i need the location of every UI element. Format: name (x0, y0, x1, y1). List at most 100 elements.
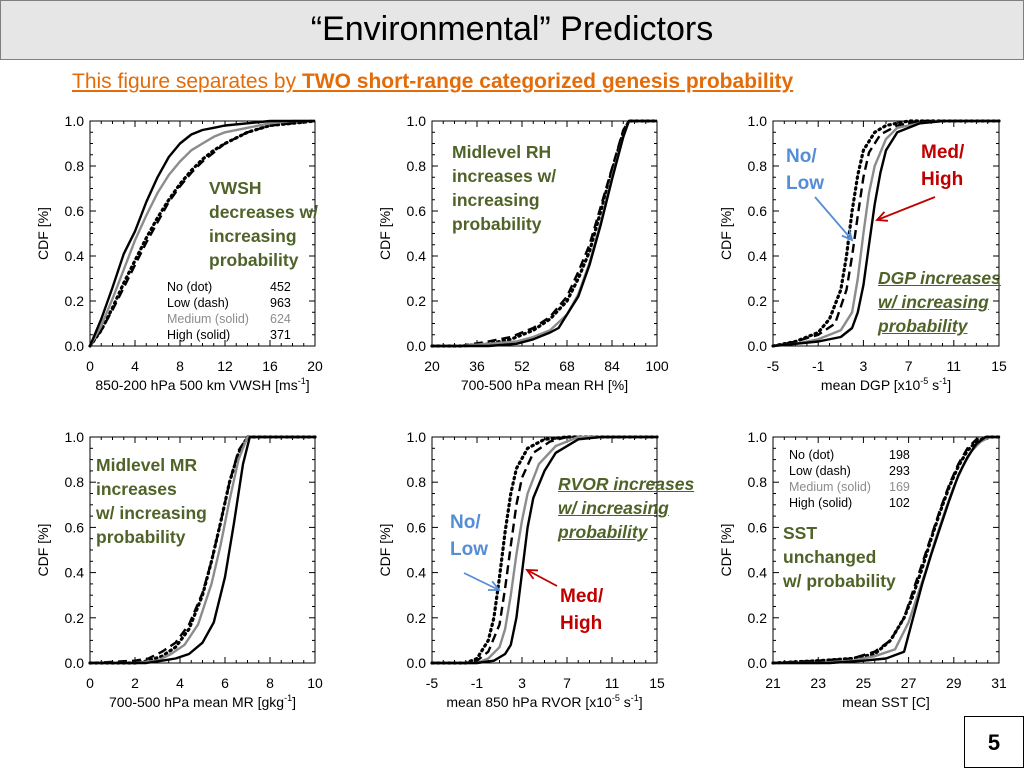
annotation-line: Med/ (921, 142, 965, 163)
x-axis-label-part: mean SST [C] (842, 694, 930, 710)
arrow-rvor-med-high-shaft (526, 569, 558, 587)
y-axis-label: CDF [%] (377, 524, 393, 577)
series-line-dot (88, 119, 317, 348)
series-line-solid (432, 435, 657, 665)
x-tick-label: 16 (262, 358, 278, 374)
annotation-line: High (921, 169, 964, 190)
x-tick-label: 15 (991, 358, 1007, 374)
series-line-solid (773, 435, 999, 665)
x-axis-label-part: ] (306, 377, 310, 393)
chart-panel-4: 0 2 4 6 8 10 0.0 0.2 0.4 0.6 0.8 1.0 CDF [%] 700-500 … (35, 429, 323, 710)
x-tick-label: 12 (217, 358, 233, 374)
series-line-solid (88, 119, 315, 347)
y-tick-label: 1.0 (407, 429, 427, 445)
annotation-rvor-no-low: No/ Low (450, 509, 488, 563)
series-line-dash (432, 119, 657, 348)
x-tick-label: 0 (86, 358, 94, 374)
annotation-line: DGP increases (878, 268, 1001, 288)
x-tick-label: 27 (901, 675, 917, 691)
legend-label: Low (dash) (789, 464, 851, 478)
page-title: “Environmental” Predictors (310, 10, 714, 48)
x-axis-label: 850-200 hPa 500 km VWSH [ms-1] (95, 376, 309, 393)
x-tick-label: -1 (471, 675, 484, 691)
y-tick-label: 0.2 (407, 610, 427, 626)
x-axis-label-part: mean DGP [x10 (821, 377, 921, 393)
y-tick-label: 1.0 (407, 113, 427, 129)
y-tick-label: 0.0 (407, 338, 427, 354)
arrow-dgp-no-low-shaft (814, 196, 853, 241)
legend-label: Low (dash) (167, 296, 229, 310)
chart-panel-1: 0 4 8 12 16 20 0.0 0.2 0.4 0.6 0.8 1.0 CDF [%] 850-20… (35, 113, 323, 393)
x-tick-label: 20 (307, 358, 323, 374)
y-axis-label: CDF [%] (718, 207, 734, 260)
y-axis-label: CDF [%] (377, 207, 393, 260)
x-tick-label: 4 (131, 358, 139, 374)
y-tick-label: 0.4 (748, 565, 768, 581)
x-tick-label: 52 (514, 358, 530, 374)
x-tick-label: 8 (176, 358, 184, 374)
annotation-mr: Midlevel MR increases w/ increasing prob… (96, 453, 207, 549)
y-tick-label: 0.4 (65, 565, 85, 581)
legend-count: 293 (889, 464, 910, 478)
annotation-line: SST (783, 523, 818, 543)
page-number-box: 5 (964, 716, 1024, 768)
y-tick-label: 0.8 (407, 158, 427, 174)
annotation-line: decreases w/ (209, 202, 318, 222)
annotation-line: increases (96, 479, 177, 499)
x-axis-label: 700-500 hPa mean MR [gkg-1] (109, 693, 296, 710)
x-axis-label-part: s (928, 377, 939, 393)
page-number: 5 (987, 730, 1001, 755)
x-axis-label-superscript: -1 (298, 376, 306, 386)
annotation-dgp-no-low: No/ Low (786, 143, 824, 197)
legend-label: High (solid) (167, 328, 230, 342)
annotation-line: No/ (786, 146, 817, 167)
subtitle-emphasis: TWO short-range categorized genesis prob… (301, 70, 794, 93)
legend-count: 169 (889, 480, 910, 494)
series-line-solid (90, 435, 315, 665)
y-tick-label: 0.4 (748, 248, 768, 264)
y-tick-label: 0.2 (65, 610, 85, 626)
y-tick-label: 0.6 (748, 203, 768, 219)
y-tick-label: 0.0 (748, 338, 768, 354)
x-tick-label: 3 (518, 675, 526, 691)
annotation-line: increases w/ (452, 166, 557, 186)
x-tick-label: 25 (856, 675, 872, 691)
legend-label: Medium (solid) (789, 480, 871, 494)
x-tick-label: 10 (307, 675, 323, 691)
y-tick-label: 0.0 (65, 655, 85, 671)
y-tick-label: 0.0 (748, 655, 768, 671)
x-tick-label: 11 (947, 358, 962, 374)
annotation-rvor-med-high: Med/ High (560, 583, 603, 637)
annotation-line: VWSH (209, 178, 262, 198)
annotation-line: unchanged (783, 547, 877, 567)
x-tick-label: 7 (905, 358, 913, 374)
y-tick-label: 0.2 (407, 293, 427, 309)
legend-count: 198 (889, 448, 910, 462)
annotation-line: Midlevel RH (452, 142, 552, 162)
x-axis-label: mean 850 hPa RVOR [x10-5 s-1] (446, 693, 642, 710)
series-line-dash (772, 435, 999, 665)
annotation-dgp: DGP increases w/ increasing probability (878, 266, 1001, 338)
legend-label: Medium (solid) (167, 312, 249, 326)
x-tick-label: 2 (131, 675, 139, 691)
legend-count: 371 (270, 328, 291, 342)
arrow-rvor-no-low-shaft (463, 572, 500, 591)
y-axis-label: CDF [%] (35, 524, 51, 577)
annotation-line: probability (96, 527, 186, 547)
annotation-vwsh: VWSH decreases w/ increasing probability (209, 176, 318, 272)
series-line-solid (772, 119, 999, 348)
x-axis-label: mean DGP [x10-5 s-1] (821, 376, 951, 393)
x-axis-label-part: 700-500 hPa mean RH [%] (461, 377, 628, 393)
x-axis-label-superscript: -5 (612, 693, 620, 703)
x-tick-label: 4 (176, 675, 184, 691)
series-line-solid (432, 119, 657, 348)
annotation-line: increasing (209, 226, 297, 246)
legend-label: High (solid) (789, 496, 852, 510)
x-tick-label: 36 (469, 358, 485, 374)
x-tick-label: 15 (649, 675, 665, 691)
y-tick-label: 1.0 (65, 113, 85, 129)
x-axis-label-part: ] (292, 694, 296, 710)
x-axis-label-superscript: -5 (920, 376, 928, 386)
legend-label: No (dot) (789, 448, 834, 462)
series-line-solid (88, 119, 315, 347)
